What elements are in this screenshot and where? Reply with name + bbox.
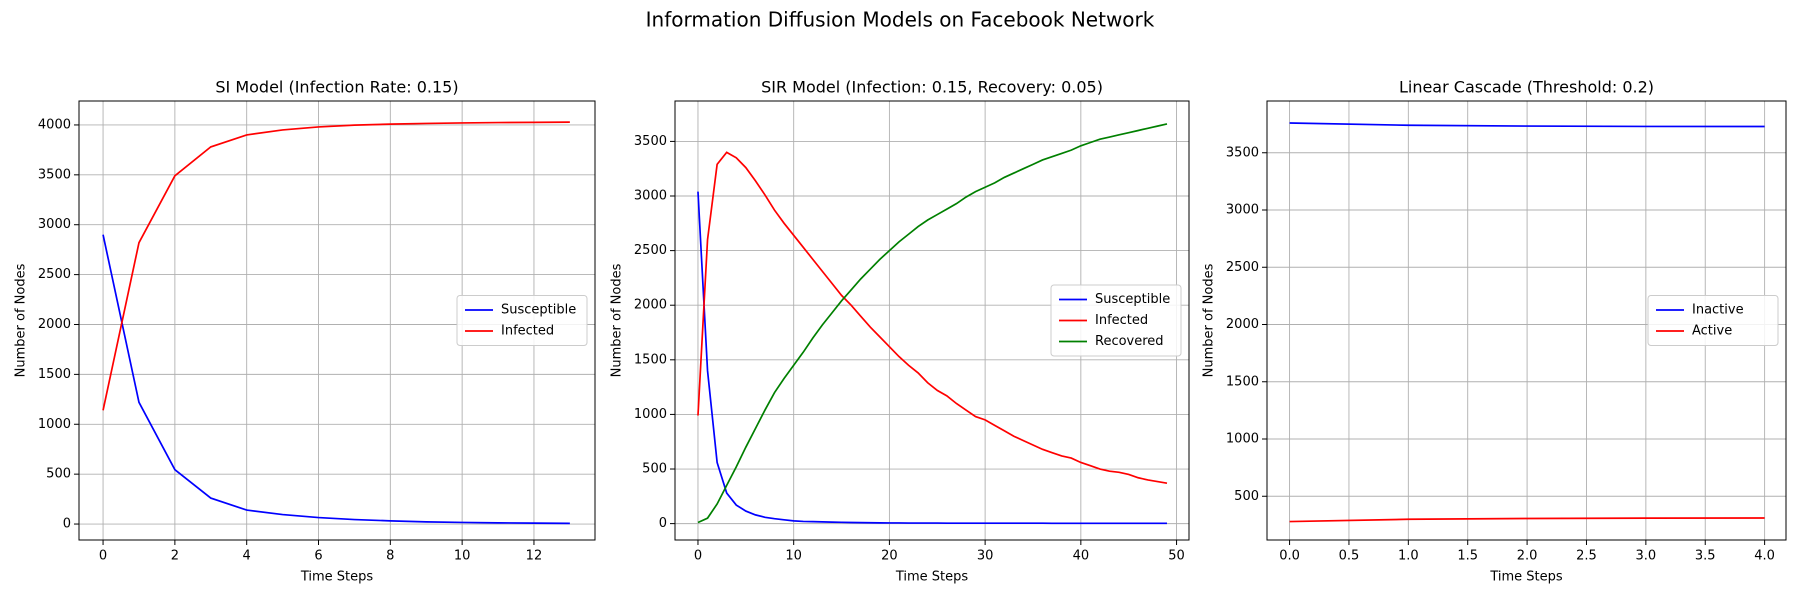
data-line [1289, 122, 1765, 128]
x-tick-label: 1.0 [1398, 549, 1419, 564]
subplot-title: SI Model (Infection Rate: 0.15) [215, 78, 458, 97]
x-tick-label: 4 [243, 549, 251, 564]
data-line [102, 234, 570, 525]
figure-title: Information Diffusion Models on Facebook… [646, 8, 1155, 32]
x-tick-label: 50 [1168, 549, 1185, 564]
legend-label: Active [1692, 324, 1732, 339]
y-tick-label: 3500 [38, 167, 71, 182]
x-tick-label: 30 [977, 549, 994, 564]
data-line [697, 151, 1168, 485]
x-axis-label: Time Steps [895, 570, 969, 585]
y-tick-label: 2500 [1226, 260, 1259, 275]
y-tick-label: 2500 [634, 243, 667, 258]
x-tick-label: 0.0 [1279, 549, 1300, 564]
x-tick-label: 20 [881, 549, 898, 564]
legend: Susceptible Infected [456, 295, 588, 346]
x-tick-label: 0 [694, 549, 702, 564]
x-tick-label: 10 [454, 549, 471, 564]
y-axis-label: Number of Nodes [610, 263, 625, 377]
legend-label: Inactive [1692, 303, 1744, 318]
subplot: Linear Cascade (Threshold: 0.2) 0.0 0.5 1.0… [1202, 78, 1787, 585]
y-axis-label: Number of Nodes [14, 263, 29, 377]
x-tick-label: 0 [99, 549, 107, 564]
x-tick-label: 2.0 [1517, 549, 1538, 564]
y-tick-label: 1500 [38, 367, 71, 382]
y-tick-label: 2000 [1226, 317, 1259, 332]
y-tick-label: 500 [1234, 489, 1259, 504]
subplot: SIR Model (Infection: 0.15, Recovery: 0.… [610, 78, 1190, 585]
subplot-title: SIR Model (Infection: 0.15, Recovery: 0.… [761, 78, 1103, 97]
data-line [1289, 517, 1765, 523]
x-tick-label: 2.5 [1576, 549, 1597, 564]
subplot-title: Linear Cascade (Threshold: 0.2) [1399, 78, 1654, 97]
y-tick-label: 3500 [634, 134, 667, 149]
x-axis-label: Time Steps [300, 570, 374, 585]
legend-box [456, 295, 588, 346]
y-tick-label: 4000 [38, 117, 71, 132]
x-tick-label: 10 [785, 549, 802, 564]
legend-label: Susceptible [1095, 292, 1170, 307]
legend-box [1647, 295, 1779, 346]
x-tick-label: 3.5 [1695, 549, 1716, 564]
data-line [697, 123, 1168, 524]
y-axis-label: Number of Nodes [1202, 263, 1217, 377]
legend: Susceptible Infected Recovered [1050, 284, 1182, 357]
x-tick-label: 40 [1073, 549, 1090, 564]
plot-frame [78, 100, 596, 541]
y-tick-label: 2000 [38, 317, 71, 332]
y-tick-label: 500 [46, 467, 71, 482]
data-line [102, 121, 570, 411]
y-tick-label: 1500 [634, 352, 667, 367]
x-tick-label: 0.5 [1339, 549, 1360, 564]
x-tick-label: 2 [171, 549, 179, 564]
x-tick-label: 4.0 [1754, 549, 1775, 564]
y-tick-label: 3000 [1226, 203, 1259, 218]
y-tick-label: 3000 [38, 217, 71, 232]
y-tick-label: 1000 [38, 417, 71, 432]
y-tick-label: 0 [63, 517, 71, 532]
x-tick-label: 3.0 [1636, 549, 1657, 564]
plot-frame [674, 100, 1190, 541]
y-tick-label: 0 [659, 516, 667, 531]
y-tick-label: 3000 [634, 189, 667, 204]
y-tick-label: 1500 [1226, 374, 1259, 389]
legend-label: Susceptible [501, 303, 576, 318]
y-tick-label: 500 [642, 462, 667, 477]
x-tick-label: 8 [386, 549, 394, 564]
y-tick-label: 3500 [1226, 145, 1259, 160]
y-tick-label: 2000 [634, 298, 667, 313]
x-tick-label: 6 [314, 549, 322, 564]
legend-label: Infected [1095, 313, 1148, 328]
y-tick-label: 1000 [634, 407, 667, 422]
x-axis-label: Time Steps [1489, 570, 1563, 585]
legend-label: Recovered [1095, 334, 1164, 349]
y-tick-label: 1000 [1226, 432, 1259, 447]
data-line [697, 191, 1167, 525]
x-tick-label: 12 [526, 549, 543, 564]
legend-label: Infected [501, 324, 554, 339]
subplot: SI Model (Infection Rate: 0.15) 0 2 4 6 8 10 12… [14, 78, 596, 585]
x-tick-label: 1.5 [1457, 549, 1478, 564]
legend-box [1050, 284, 1182, 357]
plot-frame [1266, 100, 1787, 541]
legend: Inactive Active [1647, 295, 1779, 346]
y-tick-label: 2500 [38, 267, 71, 282]
